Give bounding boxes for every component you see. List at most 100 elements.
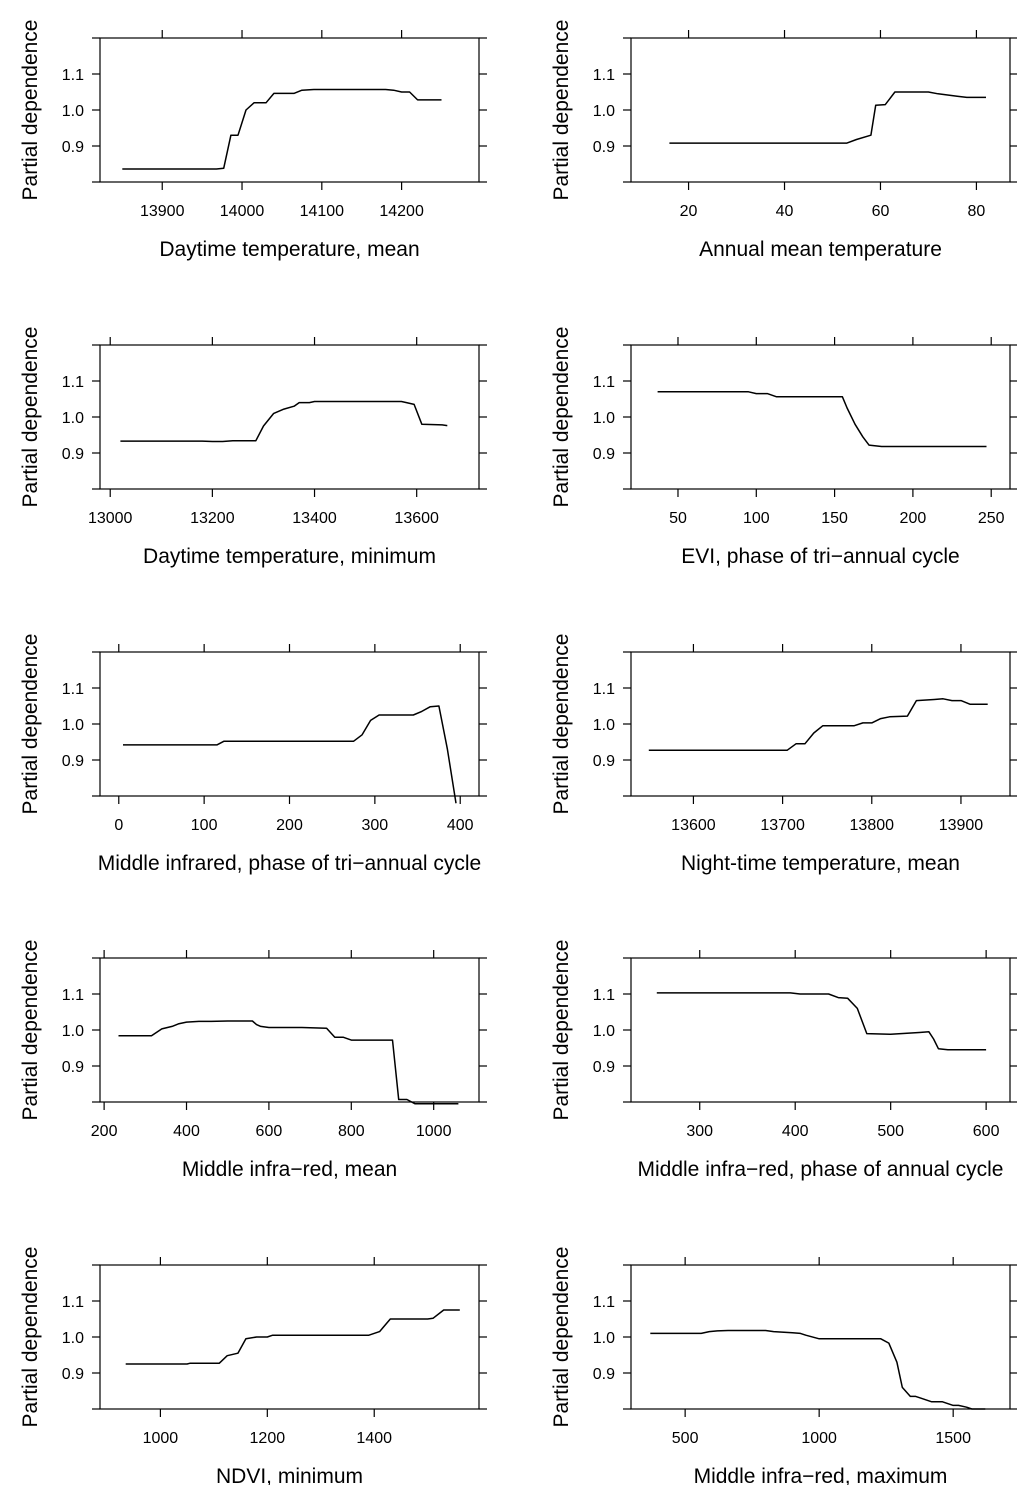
- y-tick-label: 1.1: [593, 67, 615, 84]
- x-tick-label: 40: [776, 203, 794, 220]
- y-tick-label: 0.9: [593, 139, 615, 156]
- panel-9: 0.9 1.0 1.1 1000 1200 1400 NDVI, minimum Partia…: [19, 1247, 487, 1488]
- series-line: [120, 400, 448, 443]
- x-tick-label: 50: [669, 510, 687, 527]
- panel-4: 0.9 1.0 1.1 50 100 150 200 250 EVI, phase of tri…: [550, 327, 1017, 568]
- x-tick-label: 200: [900, 510, 927, 527]
- y-tick-label: 0.9: [62, 1059, 84, 1076]
- x-axis-title: EVI, phase of tri−annual cycle: [681, 545, 959, 568]
- plot-frame: [99, 957, 480, 1103]
- x-tick-label: 80: [968, 203, 986, 220]
- y-axis-title: Partial dependence: [19, 20, 42, 201]
- x-tick-label: 1000: [143, 1430, 179, 1447]
- y-tick-label: 1.0: [593, 410, 615, 427]
- y-axis-title: Partial dependence: [550, 1247, 573, 1428]
- x-axis-title: Night-time temperature, mean: [681, 852, 960, 875]
- series-line: [125, 1309, 460, 1365]
- y-tick-label: 1.1: [62, 681, 84, 698]
- x-tick-label: 150: [821, 510, 848, 527]
- panel-8: 0.9 1.0 1.1 300 400 500 600 Middle infra−red, p…: [550, 940, 1017, 1181]
- x-tick-label: 13900: [939, 817, 984, 834]
- series-line: [669, 91, 986, 144]
- plot-frame: [630, 957, 1011, 1103]
- y-tick-label: 0.9: [62, 139, 84, 156]
- x-tick-label: 14000: [220, 203, 265, 220]
- y-tick-label: 1.1: [593, 987, 615, 1004]
- y-tick-label: 1.0: [593, 717, 615, 734]
- y-axis-title: Partial dependence: [19, 634, 42, 815]
- y-tick-label: 0.9: [593, 1366, 615, 1383]
- panel-6: 0.9 1.0 1.1 13600 13700 13800 13900 Night-time …: [550, 634, 1017, 875]
- y-tick-label: 0.9: [62, 753, 84, 770]
- y-tick-label: 1.0: [62, 1330, 84, 1347]
- y-axis-title: Partial dependence: [19, 1247, 42, 1428]
- plot-frame: [630, 1264, 1011, 1410]
- x-tick-label: 1400: [356, 1430, 392, 1447]
- series-line: [656, 992, 987, 1051]
- series-line: [123, 705, 457, 804]
- plot-frame: [630, 651, 1011, 797]
- x-tick-label: 13200: [190, 510, 235, 527]
- x-tick-label: 14100: [300, 203, 345, 220]
- x-tick-label: 250: [978, 510, 1005, 527]
- x-tick-label: 100: [743, 510, 770, 527]
- x-tick-label: 20: [680, 203, 698, 220]
- y-tick-label: 1.1: [62, 1294, 84, 1311]
- series-line: [122, 88, 442, 170]
- x-tick-label: 200: [91, 1123, 118, 1140]
- x-tick-label: 13700: [760, 817, 805, 834]
- panel-5: 0.9 1.0 1.1 0 100 200 300 400 Middle infrared, p…: [19, 634, 487, 875]
- x-axis-title: Daytime temperature, mean: [159, 238, 419, 261]
- x-tick-label: 500: [877, 1123, 904, 1140]
- y-tick-label: 1.0: [62, 103, 84, 120]
- x-axis-title: Middle infrared, phase of tri−annual cyc…: [98, 852, 481, 875]
- x-tick-label: 400: [173, 1123, 200, 1140]
- x-tick-label: 1000: [416, 1123, 452, 1140]
- series-line: [650, 1329, 986, 1410]
- y-tick-label: 1.1: [62, 67, 84, 84]
- x-tick-label: 1000: [801, 1430, 837, 1447]
- y-tick-label: 0.9: [593, 1059, 615, 1076]
- y-tick-label: 1.1: [593, 374, 615, 391]
- x-axis-title: Daytime temperature, minimum: [143, 545, 436, 568]
- x-tick-label: 800: [338, 1123, 365, 1140]
- panel-2: 0.9 1.0 1.1 20 40 60 80 Annual mean temperature…: [550, 20, 1017, 261]
- x-axis-title: NDVI, minimum: [216, 1465, 363, 1485]
- y-tick-label: 1.0: [593, 103, 615, 120]
- x-tick-label: 600: [973, 1123, 1000, 1140]
- plot-frame: [99, 37, 480, 183]
- y-tick-label: 0.9: [62, 446, 84, 463]
- x-tick-label: 400: [782, 1123, 809, 1140]
- x-tick-label: 100: [191, 817, 218, 834]
- plot-frame: [99, 651, 480, 797]
- series-line: [118, 1020, 459, 1105]
- panel-3: 0.9 1.0 1.1 13000 13200 13400 13600 Daytime tem…: [19, 327, 487, 568]
- x-axis-title: Annual mean temperature: [699, 238, 942, 261]
- plot-frame: [630, 37, 1011, 183]
- x-tick-label: 600: [256, 1123, 283, 1140]
- x-tick-label: 300: [362, 817, 389, 834]
- panel-1: 0.9 1.0 1.1 13900 14000 14100 14200 Daytime tem…: [19, 20, 487, 261]
- x-axis-title: Middle infra−red, maximum: [694, 1465, 948, 1485]
- x-tick-label: 13800: [850, 817, 895, 834]
- y-tick-label: 1.1: [62, 987, 84, 1004]
- y-tick-label: 0.9: [593, 446, 615, 463]
- y-tick-label: 0.9: [593, 753, 615, 770]
- y-tick-label: 1.0: [62, 717, 84, 734]
- x-tick-label: 13000: [88, 510, 133, 527]
- y-tick-label: 1.1: [593, 1294, 615, 1311]
- x-axis-title: Middle infra−red, phase of annual cycle: [638, 1158, 1004, 1181]
- y-axis-title: Partial dependence: [550, 634, 573, 815]
- y-axis-title: Partial dependence: [550, 20, 573, 201]
- x-tick-label: 200: [276, 817, 303, 834]
- x-tick-label: 400: [447, 817, 474, 834]
- y-tick-label: 1.0: [62, 1023, 84, 1040]
- x-tick-label: 13600: [671, 817, 716, 834]
- y-tick-label: 1.1: [593, 681, 615, 698]
- x-tick-label: 60: [872, 203, 890, 220]
- plot-frame: [630, 344, 1011, 490]
- series-line: [657, 391, 987, 448]
- x-tick-label: 1200: [250, 1430, 286, 1447]
- y-tick-label: 0.9: [62, 1366, 84, 1383]
